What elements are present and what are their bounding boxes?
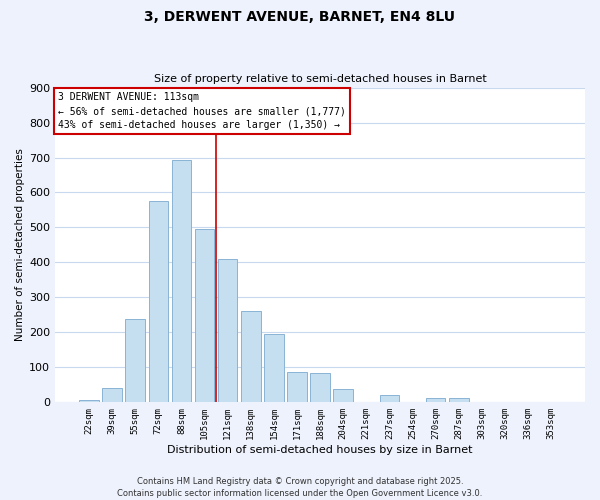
Bar: [218, 259, 238, 402]
Bar: [310, 374, 330, 402]
Text: Contains HM Land Registry data © Crown copyright and database right 2025.
Contai: Contains HM Land Registry data © Crown c…: [118, 476, 482, 498]
X-axis label: Distribution of semi-detached houses by size in Barnet: Distribution of semi-detached houses by …: [167, 445, 473, 455]
Title: Size of property relative to semi-detached houses in Barnet: Size of property relative to semi-detach…: [154, 74, 487, 84]
Bar: [426, 398, 445, 402]
Bar: [380, 396, 399, 402]
Bar: [79, 400, 99, 402]
Bar: [149, 201, 168, 402]
Bar: [334, 390, 353, 402]
Bar: [103, 388, 122, 402]
Bar: [449, 398, 469, 402]
Bar: [195, 229, 214, 402]
Bar: [172, 160, 191, 402]
Text: 3 DERWENT AVENUE: 113sqm
← 56% of semi-detached houses are smaller (1,777)
43% o: 3 DERWENT AVENUE: 113sqm ← 56% of semi-d…: [58, 92, 346, 130]
Y-axis label: Number of semi-detached properties: Number of semi-detached properties: [15, 148, 25, 342]
Bar: [241, 312, 260, 402]
Bar: [287, 372, 307, 402]
Text: 3, DERWENT AVENUE, BARNET, EN4 8LU: 3, DERWENT AVENUE, BARNET, EN4 8LU: [145, 10, 455, 24]
Bar: [264, 334, 284, 402]
Bar: [125, 319, 145, 402]
